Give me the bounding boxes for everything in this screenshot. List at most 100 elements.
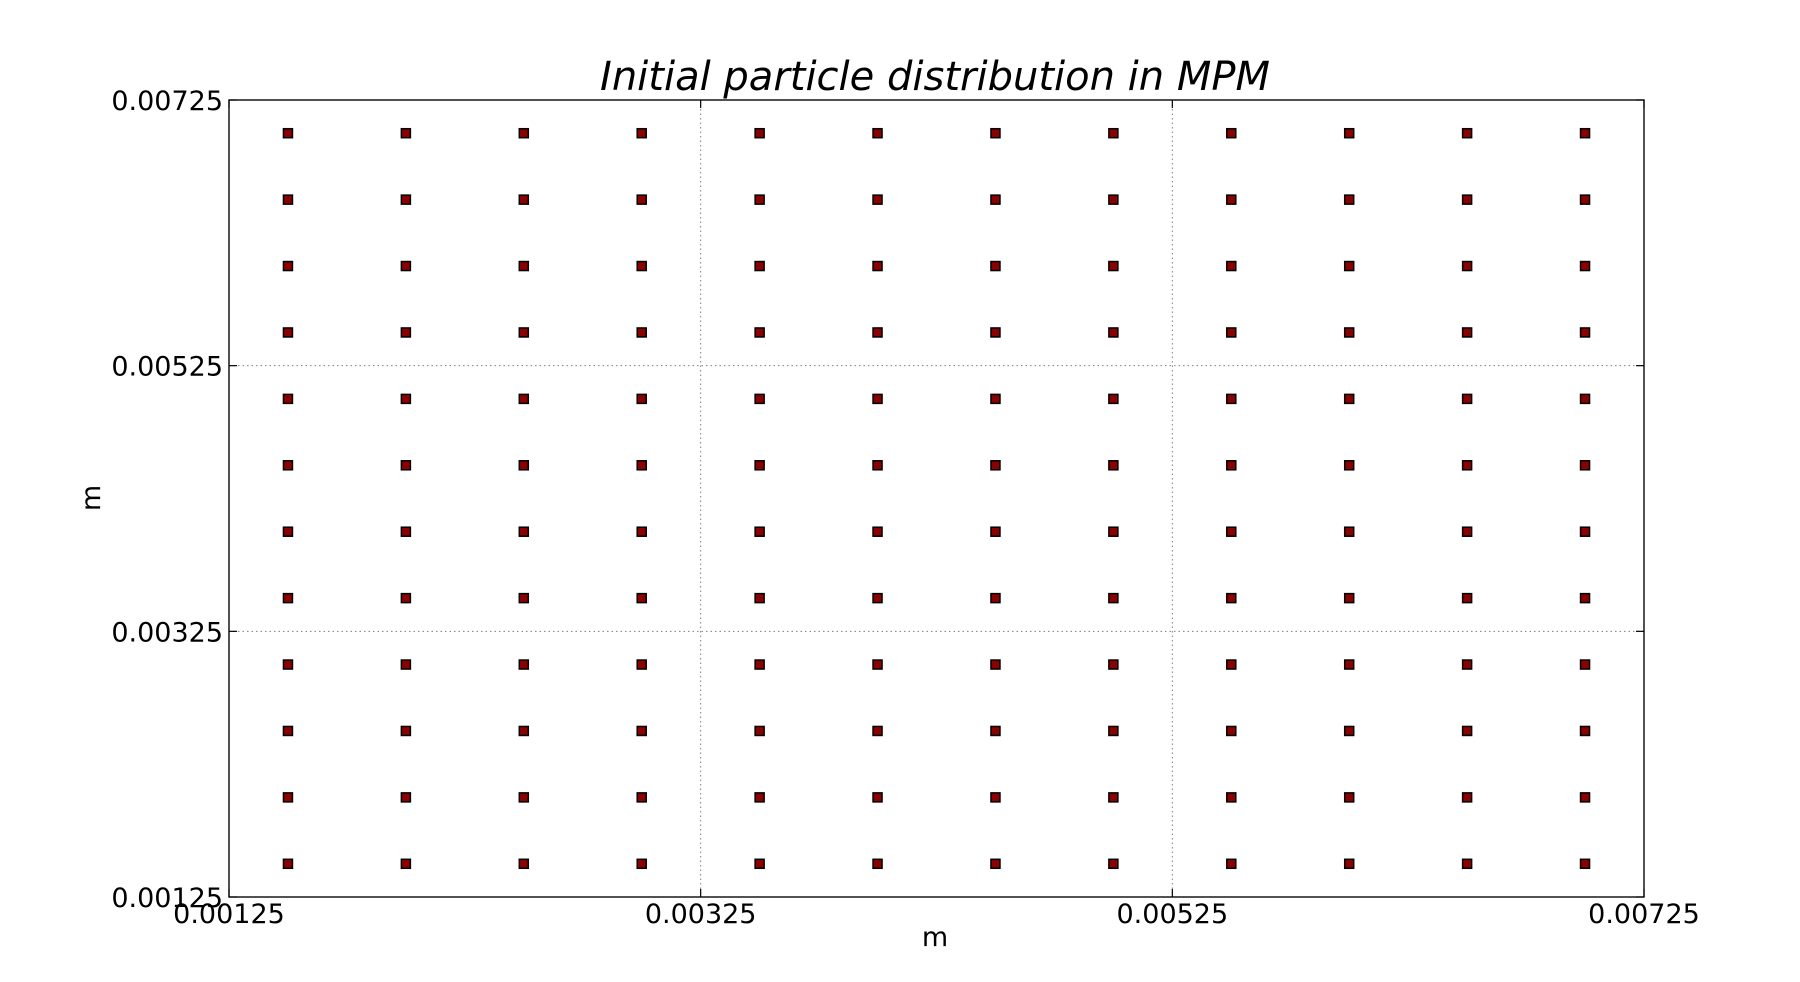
particle-point [518,393,530,405]
particle-point [1108,592,1119,604]
particle-point [872,592,883,604]
particle-point [1579,260,1591,272]
particle-point [518,260,530,272]
particle-point [1461,792,1473,803]
particle-point [1579,526,1591,537]
particle-point [282,127,294,139]
particle-point [636,260,647,272]
particle-point [636,858,647,870]
particle-point [1579,127,1591,139]
particle-point [1343,725,1355,737]
particle-point [1343,127,1355,139]
particle-point [1226,460,1237,471]
particle-point [1226,592,1237,604]
particle-point [990,127,1001,139]
particle-point [754,194,765,205]
particle-point [400,194,412,205]
y-tick-labels: 0.00125 0.00325 0.00525 0.00725 [111,86,223,914]
particle-point [1226,526,1237,537]
particle-point [872,526,883,537]
particle-point [754,327,765,338]
y-tick-label: 0.00725 [111,86,223,117]
particle-point [636,460,647,471]
particle-point [1343,659,1355,670]
particle-point [636,725,647,737]
particle-point [1461,327,1473,338]
particle-point [400,260,412,272]
particle-point [282,393,294,405]
particle-point [754,460,765,471]
particle-point [636,327,647,338]
particle-point [1226,393,1237,405]
particle-point [754,127,765,139]
plot-border [228,99,1645,898]
particle-point [1461,592,1473,604]
particle-point [1343,460,1355,471]
particle-point [282,592,294,604]
particle-point [518,659,530,670]
particle-point [1579,592,1591,604]
particle-point [990,858,1001,870]
particle-point [1579,725,1591,737]
particle-point [1108,194,1119,205]
particle-point [1343,592,1355,604]
particle-point [990,792,1001,803]
particle-point [990,260,1001,272]
particle-point [1108,460,1119,471]
particle-point [400,460,412,471]
x-tick-label: 0.00325 [645,899,757,930]
particle-point [400,592,412,604]
particle-point [990,194,1001,205]
plot-area [228,99,1645,898]
particle-point [1579,194,1591,205]
particle-point [282,659,294,670]
particle-point [1226,327,1237,338]
particle-point [282,460,294,471]
particle-point [518,327,530,338]
particle-point [1343,792,1355,803]
particle-point [282,327,294,338]
particle-point [1226,858,1237,870]
particle-point [400,393,412,405]
particle-point [636,792,647,803]
particle-point [1343,393,1355,405]
particle-point [990,460,1001,471]
particle-point [754,792,765,803]
particle-point [1343,260,1355,272]
particle-point [1579,858,1591,870]
x-tick-label: 0.00525 [1117,899,1229,930]
particle-point [1579,659,1591,670]
particle-point [1343,327,1355,338]
x-tick-labels: 0.00125 0.00325 0.00525 0.00725 [173,899,1700,930]
chart-title: Initial particle distribution in MPM [600,54,1270,100]
particle-point [400,526,412,537]
particle-point [636,194,647,205]
particle-point [1108,725,1119,737]
particle-point [1461,194,1473,205]
y-tick-label: 0.00325 [111,617,223,648]
particle-point [872,194,883,205]
x-axis-label: m [922,922,948,953]
particle-point [636,526,647,537]
particle-point [1108,327,1119,338]
y-axis-label: m [76,485,107,511]
particle-point [282,858,294,870]
particle-point [518,194,530,205]
particle-point [400,792,412,803]
particle-point [872,260,883,272]
particle-point [636,127,647,139]
particle-point [400,725,412,737]
particle-point [1461,127,1473,139]
particle-point [872,393,883,405]
particle-point [636,659,647,670]
particle-point [990,526,1001,537]
particle-point [1461,858,1473,870]
particle-point [990,592,1001,604]
x-tick-label: 0.00125 [173,899,285,930]
particle-point [1343,858,1355,870]
particle-point [400,327,412,338]
particle-point [1108,393,1119,405]
particle-point [518,592,530,604]
particle-point [518,858,530,870]
particle-point [400,127,412,139]
